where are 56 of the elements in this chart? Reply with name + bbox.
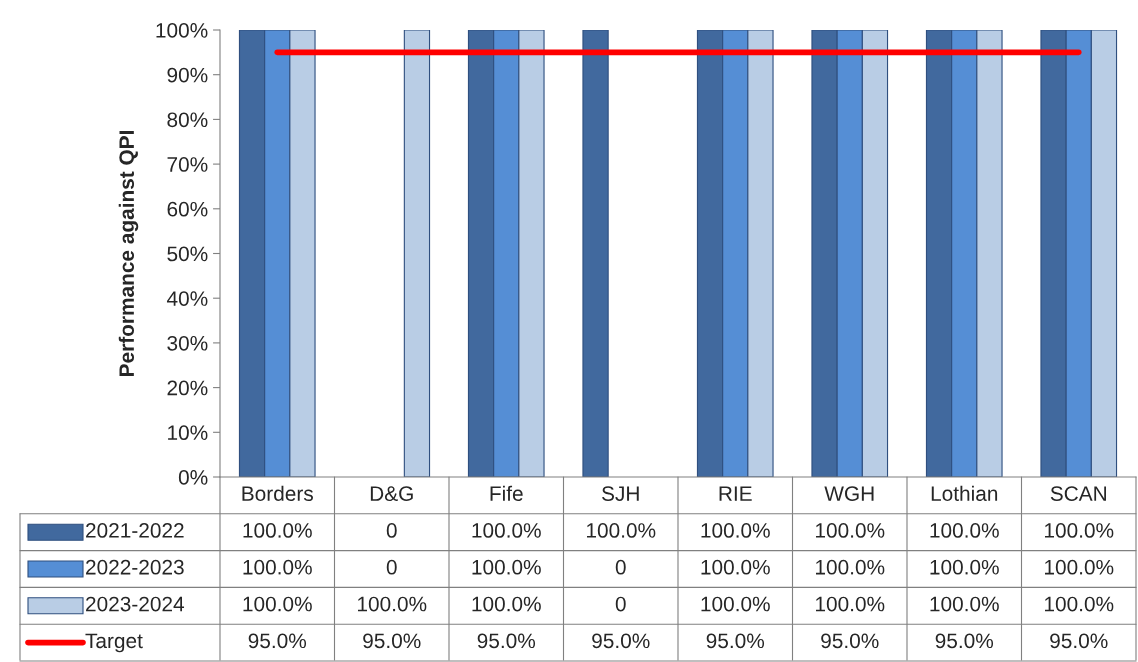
data-label: 0: [615, 559, 626, 575]
legend-label: Target: [85, 633, 143, 653]
data-label: 100.0%: [358, 596, 427, 612]
data-label: 100.0%: [587, 523, 656, 538]
data-label: 0: [386, 523, 397, 538]
data-label: 95.0%: [706, 633, 765, 649]
y-tick-label: 30%: [167, 335, 208, 351]
data-label: 100.0%: [243, 559, 312, 575]
x-tick-label: D&G: [370, 486, 413, 501]
data-label: 100.0%: [816, 596, 885, 612]
data-label: 95.0%: [592, 633, 650, 649]
y-tick-label: 60%: [167, 201, 208, 217]
y-tick-label: 80%: [167, 112, 208, 128]
data-label: 95.0%: [935, 633, 994, 649]
y-tick-label: 90%: [167, 67, 208, 83]
y-tick-label: 100%: [156, 23, 208, 38]
data-label: 95.0%: [821, 633, 879, 649]
x-tick-label: Fife: [490, 485, 523, 501]
data-label: 100.0%: [1045, 559, 1114, 575]
y-tick-label: 40%: [166, 291, 208, 306]
data-label: 95.0%: [1050, 633, 1108, 649]
y-tick-label: 10%: [168, 425, 208, 441]
y-tick-label: 20%: [167, 380, 208, 396]
data-label: 100.0%: [1045, 596, 1114, 612]
data-label: 95.0%: [248, 633, 307, 649]
data-label: 100.0%: [243, 596, 312, 612]
data-label: 100.0%: [930, 596, 999, 612]
data-label: 100.0%: [243, 523, 312, 538]
x-tick-label: SJH: [602, 486, 639, 501]
data-label: 100.0%: [472, 523, 541, 538]
data-label: 100.0%: [816, 523, 885, 538]
data-label: 100.0%: [816, 559, 885, 575]
x-tick-label: Lothian: [931, 485, 998, 501]
data-label: 100.0%: [701, 596, 770, 612]
x-tick-label: SCAN: [1050, 486, 1106, 501]
data-label: 100.0%: [701, 523, 770, 538]
legend-label: 2023-2024: [86, 596, 185, 612]
data-label: 100.0%: [1045, 523, 1114, 538]
y-axis-title: Performance against QPI: [118, 131, 139, 376]
data-label: 100.0%: [472, 559, 541, 575]
y-tick-label: 0%: [178, 470, 208, 485]
y-tick-label: 70%: [167, 157, 208, 172]
data-label: 95.0%: [363, 633, 421, 649]
x-tick-label: WGH: [824, 486, 874, 501]
data-label: 0: [615, 596, 626, 612]
data-label: 100.0%: [472, 596, 541, 612]
y-tick-label: 50%: [167, 246, 208, 262]
data-label: 0: [386, 559, 397, 575]
data-label: 100.0%: [930, 559, 999, 575]
data-label: 100.0%: [701, 559, 770, 575]
data-label: 95.0%: [477, 633, 536, 649]
x-tick-label: RIE: [719, 486, 752, 501]
legend-label: 2021-2022: [86, 523, 184, 538]
legend-label: 2022-2023: [86, 559, 184, 575]
x-tick-label: Borders: [242, 485, 313, 501]
data-label: 100.0%: [930, 523, 999, 538]
